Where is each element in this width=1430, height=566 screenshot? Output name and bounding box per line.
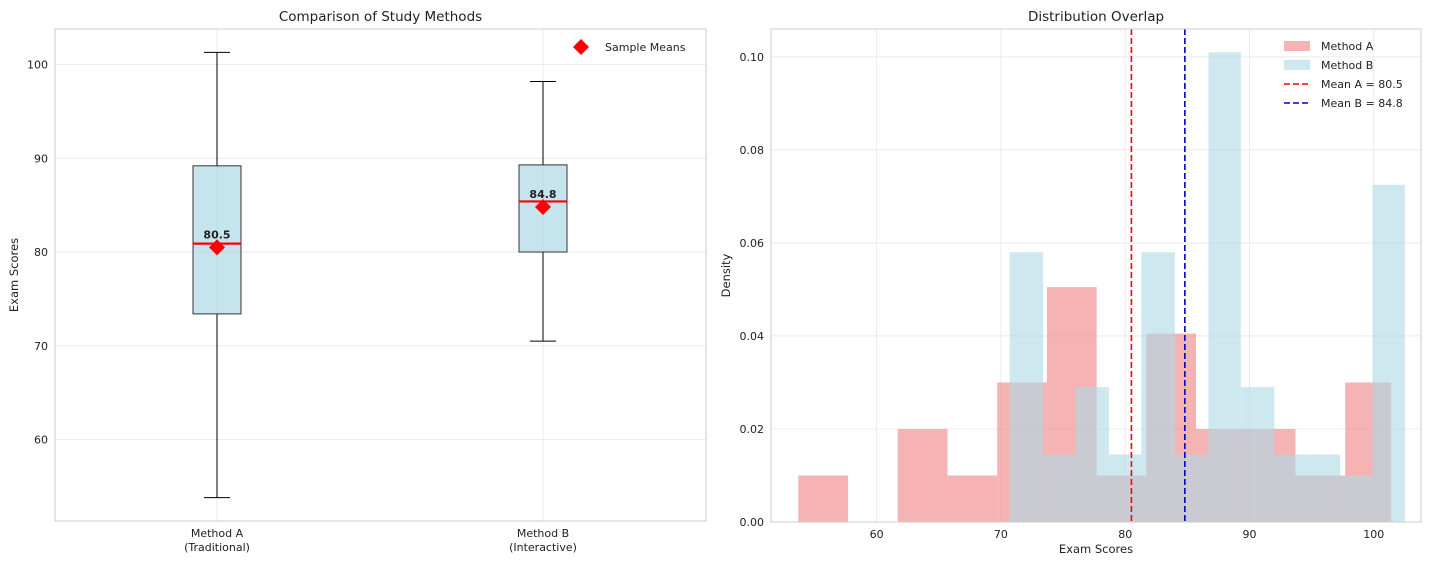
histogram-bar: [897, 428, 948, 522]
histogram-bar: [1109, 454, 1142, 522]
series-method-b: [1009, 52, 1405, 522]
x-axis-label: Exam Scores: [1059, 542, 1133, 556]
y-tick-label: 80: [34, 246, 48, 259]
histogram-bar: [1141, 252, 1175, 522]
legend-swatch: [1284, 60, 1310, 70]
legend-swatch: [1284, 41, 1310, 51]
x-tick-label: 60: [870, 528, 884, 541]
y-tick-label: 0.04: [740, 330, 765, 343]
histogram-bar: [1274, 454, 1307, 522]
legend-label: Mean B = 84.8: [1321, 97, 1403, 110]
histogram-bar: [1075, 387, 1110, 522]
histogram-bar: [1306, 454, 1341, 522]
x-tick-label: 80: [1118, 528, 1132, 541]
histogram-bar: [1240, 387, 1275, 522]
y-tick-label: 0.00: [740, 516, 765, 529]
y-tick-label: 0.08: [740, 144, 765, 157]
histogram-bar: [1043, 454, 1076, 522]
mean-label: 84.8: [529, 188, 556, 201]
y-tick-label: 100: [27, 59, 48, 72]
chart-title: Distribution Overlap: [1028, 9, 1164, 25]
legend-marker: [573, 39, 589, 55]
histogram-bar: [1208, 52, 1241, 522]
x-tick-label: Method B (Interactive): [509, 527, 577, 554]
boxplot-panel: 60 70 80 90 100 80.5 84.8 Method A (Traditional)…: [7, 9, 707, 554]
legend-label: Method B: [1321, 59, 1373, 72]
histogram-bar: [1372, 184, 1405, 522]
histogram-bar: [798, 475, 849, 522]
box-group: 80.5: [192, 51, 242, 499]
histogram-bar: [947, 475, 998, 522]
plot-area: [55, 29, 706, 521]
mean-label: 80.5: [203, 228, 230, 241]
y-tick-label: 0.06: [740, 237, 765, 250]
y-axis-label: Density: [719, 253, 733, 297]
x-tick-label: Method A (Traditional): [184, 527, 250, 554]
y-tick-label: 0.10: [740, 51, 765, 64]
x-tick-label: 100: [1363, 528, 1384, 541]
legend-label: Sample Means: [605, 41, 686, 54]
histogram-panel: 0.00 0.02 0.04 0.06 0.08 0.10 60 70 80 90 100 Distr…: [719, 9, 1422, 556]
y-tick-label: 90: [34, 152, 48, 165]
x-tick-label: 70: [994, 528, 1008, 541]
mean-marker: [209, 239, 225, 256]
legend: Method A Method B Mean A = 80.5 Mean B = 84…: [1284, 40, 1403, 110]
plot-frame: [770, 28, 1422, 523]
histogram-bar: [1009, 252, 1044, 522]
plot-frame: [54, 28, 707, 522]
legend: Sample Means: [573, 39, 686, 55]
y-axis-label: Exam Scores: [7, 238, 21, 312]
box-group: 84.8: [518, 80, 568, 342]
x-tick-label: 90: [1242, 528, 1256, 541]
legend-label: Method A: [1321, 40, 1374, 53]
y-tick-label: 60: [34, 433, 48, 446]
y-tick-label: 70: [34, 340, 48, 353]
chart-title: Comparison of Study Methods: [279, 9, 482, 25]
histogram-bar: [1174, 454, 1209, 522]
mean-marker: [535, 199, 551, 216]
legend-label: Mean A = 80.5: [1321, 78, 1403, 91]
y-tick-label: 0.02: [740, 423, 765, 436]
histogram-bar: [1340, 475, 1373, 522]
